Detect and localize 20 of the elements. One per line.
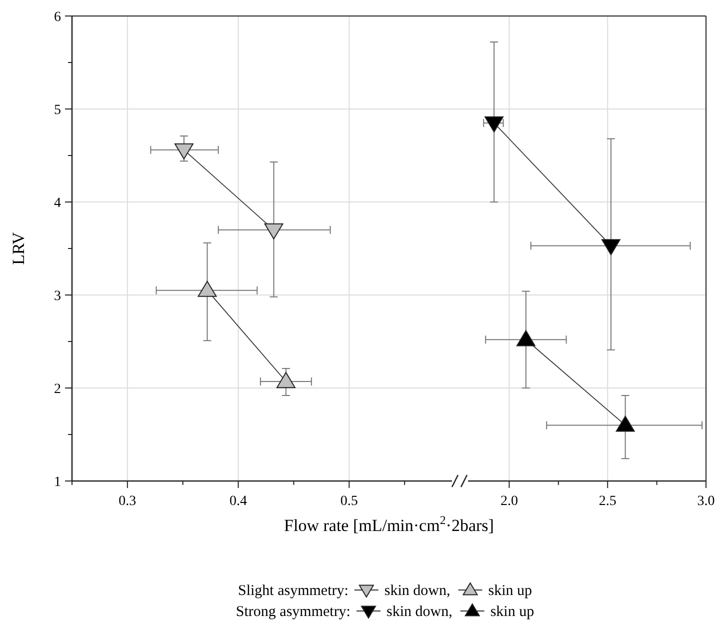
x-tick-label: 0.3 (118, 494, 136, 509)
legend-label: skin up (490, 604, 534, 620)
legend-label: skin down, (384, 583, 450, 599)
y-tick-label: 5 (54, 103, 61, 118)
y-tick-label: 3 (54, 289, 61, 304)
x-tick-label: 2.0 (500, 494, 518, 509)
y-tick-label: 6 (54, 10, 61, 25)
y-axis-title: LRV (9, 231, 28, 265)
x-tick-label: 0.5 (340, 494, 358, 509)
y-tick-label: 1 (54, 475, 61, 490)
y-tick-label: 4 (54, 196, 61, 211)
legend-title: Slight asymmetry: (238, 583, 348, 599)
x-tick-label: 3.0 (697, 494, 715, 509)
x-tick-label: 2.5 (598, 494, 616, 509)
legend-title: Strong asymmetry: (236, 604, 350, 620)
x-axis-title: Flow rate [mL/min·cm$^{2}$·2bars] (284, 513, 494, 535)
x-tick-label: 0.4 (230, 494, 248, 509)
y-tick-label: 2 (54, 382, 61, 397)
legend-label: skin down, (386, 604, 452, 620)
legend-label: skin up (488, 583, 532, 599)
